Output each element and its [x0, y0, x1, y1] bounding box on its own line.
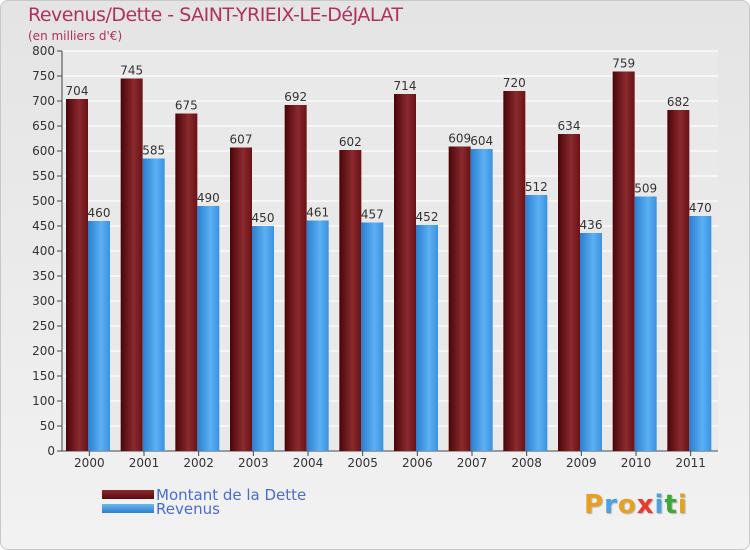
y-tick-label: 50: [40, 419, 55, 433]
data-label-dette: 759: [612, 57, 635, 71]
y-tick-label: 600: [32, 144, 55, 158]
data-label-revenus: 436: [580, 218, 603, 232]
bar-revenus: [252, 226, 274, 451]
bar-dette: [120, 78, 143, 451]
y-tick-label: 350: [32, 269, 55, 283]
data-label-revenus: 470: [689, 201, 712, 215]
bar-dette: [339, 150, 362, 451]
data-label-dette: 675: [175, 99, 198, 113]
x-tick-label: 2011: [675, 456, 706, 470]
bar-dette: [448, 146, 471, 451]
bar-dette: [667, 110, 690, 451]
bar-dette: [612, 71, 635, 451]
bar-dette: [284, 105, 307, 451]
bar-revenus: [88, 221, 110, 451]
data-label-revenus: 509: [634, 182, 657, 196]
y-tick-label: 0: [47, 444, 55, 458]
data-label-dette: 692: [284, 90, 307, 104]
data-label-revenus: 460: [88, 206, 111, 220]
bar-dette: [175, 113, 198, 451]
data-label-revenus: 585: [142, 144, 165, 158]
data-label-dette: 602: [339, 135, 362, 149]
data-label-revenus: 450: [252, 211, 275, 225]
bar-revenus: [197, 206, 220, 451]
bar-revenus: [306, 220, 329, 451]
legend-swatch-revenus: [102, 504, 154, 513]
y-tick-label: 800: [32, 44, 55, 58]
y-tick-label: 250: [32, 319, 55, 333]
chart-subtitle: (en milliers d'€): [28, 29, 123, 43]
data-label-dette: 720: [503, 76, 526, 90]
y-tick-label: 400: [32, 244, 55, 258]
data-label-dette: 745: [120, 64, 143, 78]
legend-swatch-dette: [102, 490, 154, 499]
y-tick-label: 200: [32, 344, 55, 358]
data-label-revenus: 457: [361, 208, 384, 222]
y-tick-label: 700: [32, 94, 55, 108]
chart-title: Revenus/Dette - SAINT-YRIEIX-LE-DéJALAT: [28, 4, 403, 26]
bar-dette: [230, 147, 252, 451]
bar-revenus: [416, 225, 438, 451]
y-tick-label: 100: [32, 394, 55, 408]
y-tick-label: 750: [32, 69, 55, 83]
data-label-revenus: 512: [525, 180, 548, 194]
legend-label-dette: Montant de la Dette: [156, 486, 307, 504]
y-tick-label: 650: [32, 119, 55, 133]
x-tick-label: 2003: [238, 456, 269, 470]
x-tick-label: 2006: [402, 456, 433, 470]
y-tick-label: 550: [32, 169, 55, 183]
bar-revenus: [689, 216, 712, 451]
x-tick-label: 2007: [457, 456, 488, 470]
x-tick-label: 2001: [129, 456, 160, 470]
data-label-dette: 682: [667, 95, 690, 109]
bar-revenus: [525, 195, 548, 451]
proxiti-logo: Proxiti: [584, 490, 688, 520]
data-label-revenus: 490: [197, 191, 220, 205]
data-label-dette: 607: [230, 133, 253, 147]
bar-dette: [558, 134, 580, 451]
data-label-revenus: 604: [470, 134, 493, 148]
x-tick-label: 2004: [293, 456, 324, 470]
y-tick-label: 150: [32, 369, 55, 383]
data-label-dette: 714: [394, 79, 417, 93]
x-tick-label: 2000: [74, 456, 105, 470]
y-tick-label: 300: [32, 294, 55, 308]
data-label-dette: 609: [448, 132, 471, 146]
data-label-revenus: 461: [306, 206, 329, 220]
x-tick-label: 2002: [183, 456, 214, 470]
x-tick-label: 2005: [347, 456, 378, 470]
y-tick-label: 500: [32, 194, 55, 208]
x-tick-label: 2009: [566, 456, 597, 470]
bar-revenus: [470, 149, 493, 451]
data-label-revenus: 452: [416, 210, 439, 224]
bar-dette: [503, 91, 526, 451]
bar-dette: [394, 94, 416, 451]
data-label-dette: 704: [66, 84, 89, 98]
bar-revenus: [142, 158, 165, 451]
x-tick-label: 2008: [511, 456, 542, 470]
x-tick-label: 2010: [621, 456, 652, 470]
bar-revenus: [580, 233, 602, 451]
data-label-dette: 634: [558, 119, 581, 133]
bar-dette: [66, 99, 88, 451]
y-tick-label: 450: [32, 219, 55, 233]
legend-label-revenus: Revenus: [156, 500, 220, 518]
bar-revenus: [361, 222, 384, 451]
bar-revenus: [634, 196, 657, 451]
